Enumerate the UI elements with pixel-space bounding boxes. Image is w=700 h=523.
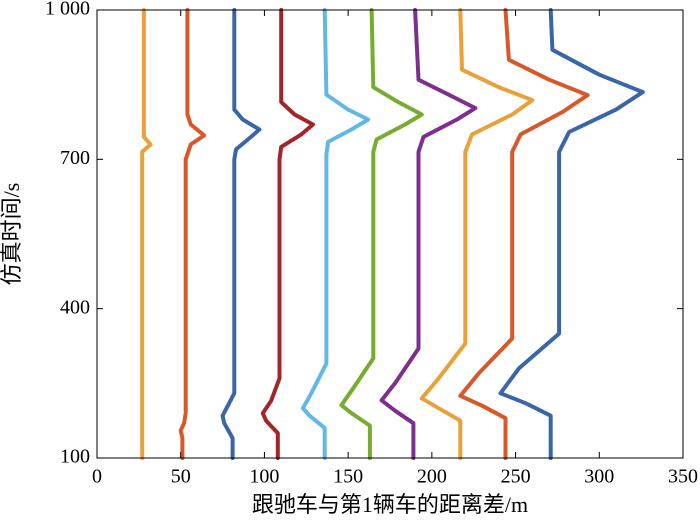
series-line [220,8,262,460]
x-tick-label: 150 [333,466,363,488]
series-line [419,8,535,460]
x-tick-label: 200 [417,466,447,488]
series-line [178,8,207,460]
series-line [140,8,153,460]
y-tick-label: 700 [60,147,90,169]
x-tick-label: 0 [92,466,102,488]
y-tick-label: 100 [60,446,90,468]
x-tick-label: 250 [501,466,531,488]
y-axis-title: 仿真时间/s [0,183,24,286]
series-line [300,8,371,460]
x-axis-title: 跟驰车与第1辆车的距离差/m [252,492,528,517]
y-tick-label: 1 000 [45,0,90,20]
x-tick-label: 300 [584,466,614,488]
series-line [260,8,315,460]
series-line [379,8,478,460]
plot-frame [96,9,684,459]
x-tick-label: 350 [668,466,698,488]
series-line [498,8,645,460]
x-tick-label: 100 [249,466,279,488]
series-line [339,8,424,460]
series-line [458,8,590,460]
x-tick-label: 50 [171,466,191,488]
y-tick-label: 400 [60,296,90,318]
